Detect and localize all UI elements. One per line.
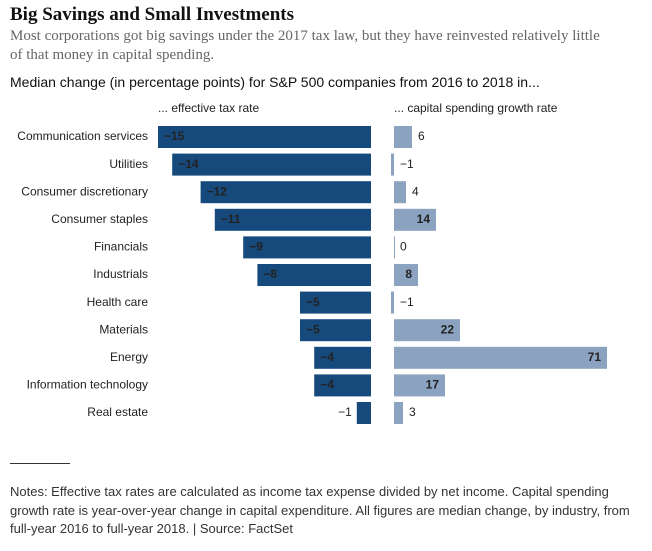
bar	[394, 346, 607, 369]
rule	[10, 463, 70, 464]
bar	[314, 374, 371, 397]
category-label: Industrials	[93, 267, 148, 281]
bar	[394, 126, 412, 148]
category-label: Financials	[94, 240, 148, 254]
bar	[394, 181, 406, 204]
value-label: 4	[412, 184, 419, 198]
bar	[391, 291, 394, 314]
value-label: −11	[221, 212, 241, 226]
value-label: −14	[178, 157, 199, 171]
category-label: Utilities	[109, 157, 148, 171]
bar	[257, 264, 371, 286]
value-label: 14	[417, 212, 431, 226]
bar	[391, 153, 394, 176]
value-label: 3	[409, 405, 416, 419]
category-label: Information technology	[27, 378, 148, 392]
value-label: −12	[207, 184, 228, 198]
value-label: −5	[306, 322, 320, 336]
value-label: 17	[426, 378, 440, 392]
panel-subtitle: ... effective tax rate	[158, 101, 259, 115]
value-label: −15	[164, 129, 185, 143]
value-label: −4	[320, 378, 334, 392]
bar	[394, 319, 460, 342]
header: Median change (in percentage points) for…	[10, 74, 540, 90]
bar	[200, 181, 371, 204]
bar	[314, 346, 371, 369]
bar	[214, 208, 371, 231]
value-label: −8	[263, 267, 277, 281]
value-label: −5	[306, 295, 320, 309]
notes: Notes: Effective tax rates are calculate…	[10, 484, 630, 536]
value-label: −4	[320, 350, 334, 364]
category-label: Communication services	[17, 129, 148, 143]
bar	[158, 126, 371, 148]
value-label: −1	[338, 405, 352, 419]
value-label: −1	[400, 157, 414, 171]
category-label: Real estate	[87, 405, 148, 419]
bar	[394, 236, 395, 259]
subtitle: Most corporations got big savings under …	[10, 28, 600, 63]
value-label: 22	[441, 322, 455, 336]
chart: Communication services Utilities Consumer …	[17, 101, 607, 424]
bar	[300, 291, 371, 314]
value-label: −1	[400, 295, 414, 309]
value-label: 71	[588, 350, 602, 364]
value-label: 0	[400, 240, 407, 254]
bar	[394, 264, 418, 286]
value-label: 8	[405, 267, 412, 281]
category-label: Materials	[99, 322, 148, 336]
panel-subtitle: ... capital spending growth rate	[394, 101, 558, 115]
bar	[172, 153, 371, 176]
category-label: Health care	[87, 295, 149, 309]
title: Big Savings and Small Investments	[10, 4, 295, 25]
category-label: Consumer discretionary	[21, 184, 148, 198]
value-label: 6	[418, 129, 425, 143]
bar	[394, 208, 436, 231]
category-label: Energy	[110, 350, 148, 364]
bar	[394, 374, 445, 397]
bar	[356, 402, 371, 424]
bar	[300, 319, 371, 342]
bar	[243, 236, 371, 259]
value-label: −9	[249, 240, 263, 254]
bar	[394, 402, 403, 424]
category-label: Consumer staples	[51, 212, 148, 226]
